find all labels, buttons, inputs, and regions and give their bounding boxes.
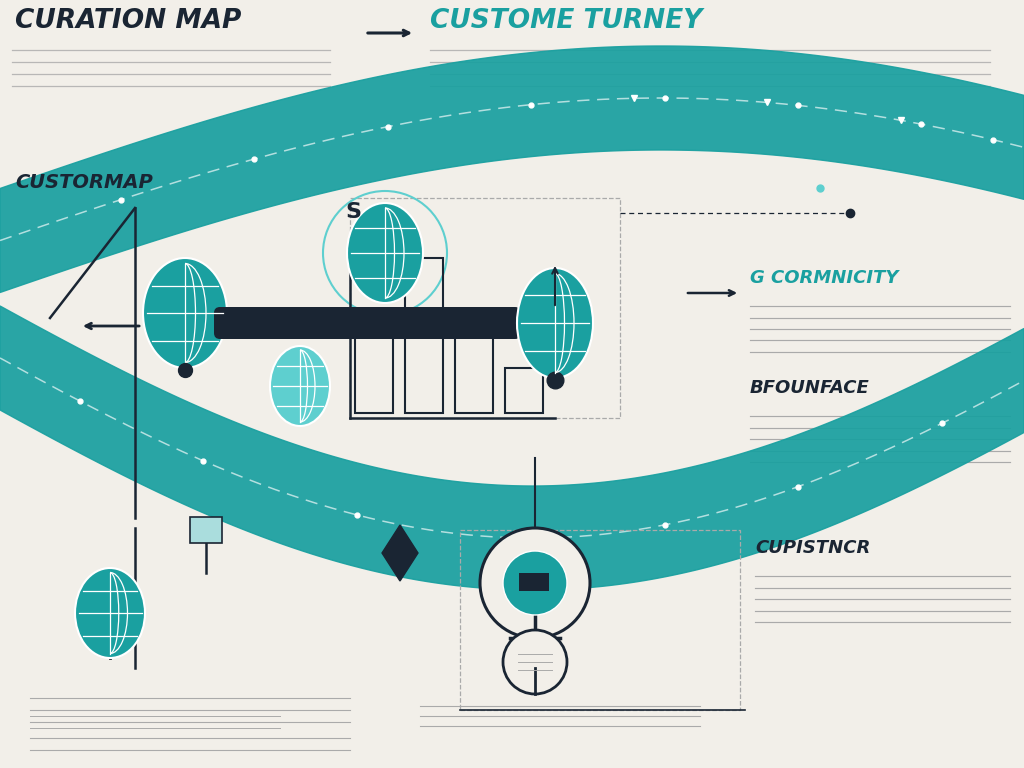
Text: CUSTOME TURNEY: CUSTOME TURNEY xyxy=(430,8,702,34)
Bar xyxy=(460,530,740,710)
FancyBboxPatch shape xyxy=(214,307,521,339)
Ellipse shape xyxy=(143,258,227,368)
Circle shape xyxy=(480,528,590,638)
Text: CUSTORMAP: CUSTORMAP xyxy=(15,173,153,192)
Bar xyxy=(350,198,620,418)
Text: S: S xyxy=(345,202,361,222)
Polygon shape xyxy=(0,306,1024,590)
Bar xyxy=(505,368,543,413)
Ellipse shape xyxy=(75,568,145,658)
Ellipse shape xyxy=(347,203,423,303)
Text: CURATION MAP: CURATION MAP xyxy=(15,8,242,34)
Bar xyxy=(355,313,393,413)
Circle shape xyxy=(503,630,567,694)
Text: CUPISTNCR: CUPISTNCR xyxy=(755,539,870,557)
Text: G CORMNICITY: G CORMNICITY xyxy=(750,269,898,287)
Ellipse shape xyxy=(270,346,330,426)
Bar xyxy=(190,517,222,543)
Bar xyxy=(455,328,493,413)
Text: BFOUNFACE: BFOUNFACE xyxy=(750,379,869,397)
Polygon shape xyxy=(0,46,1024,293)
Ellipse shape xyxy=(517,268,593,378)
Polygon shape xyxy=(382,525,418,581)
Circle shape xyxy=(503,551,567,615)
FancyBboxPatch shape xyxy=(519,573,549,591)
Bar xyxy=(406,258,443,413)
